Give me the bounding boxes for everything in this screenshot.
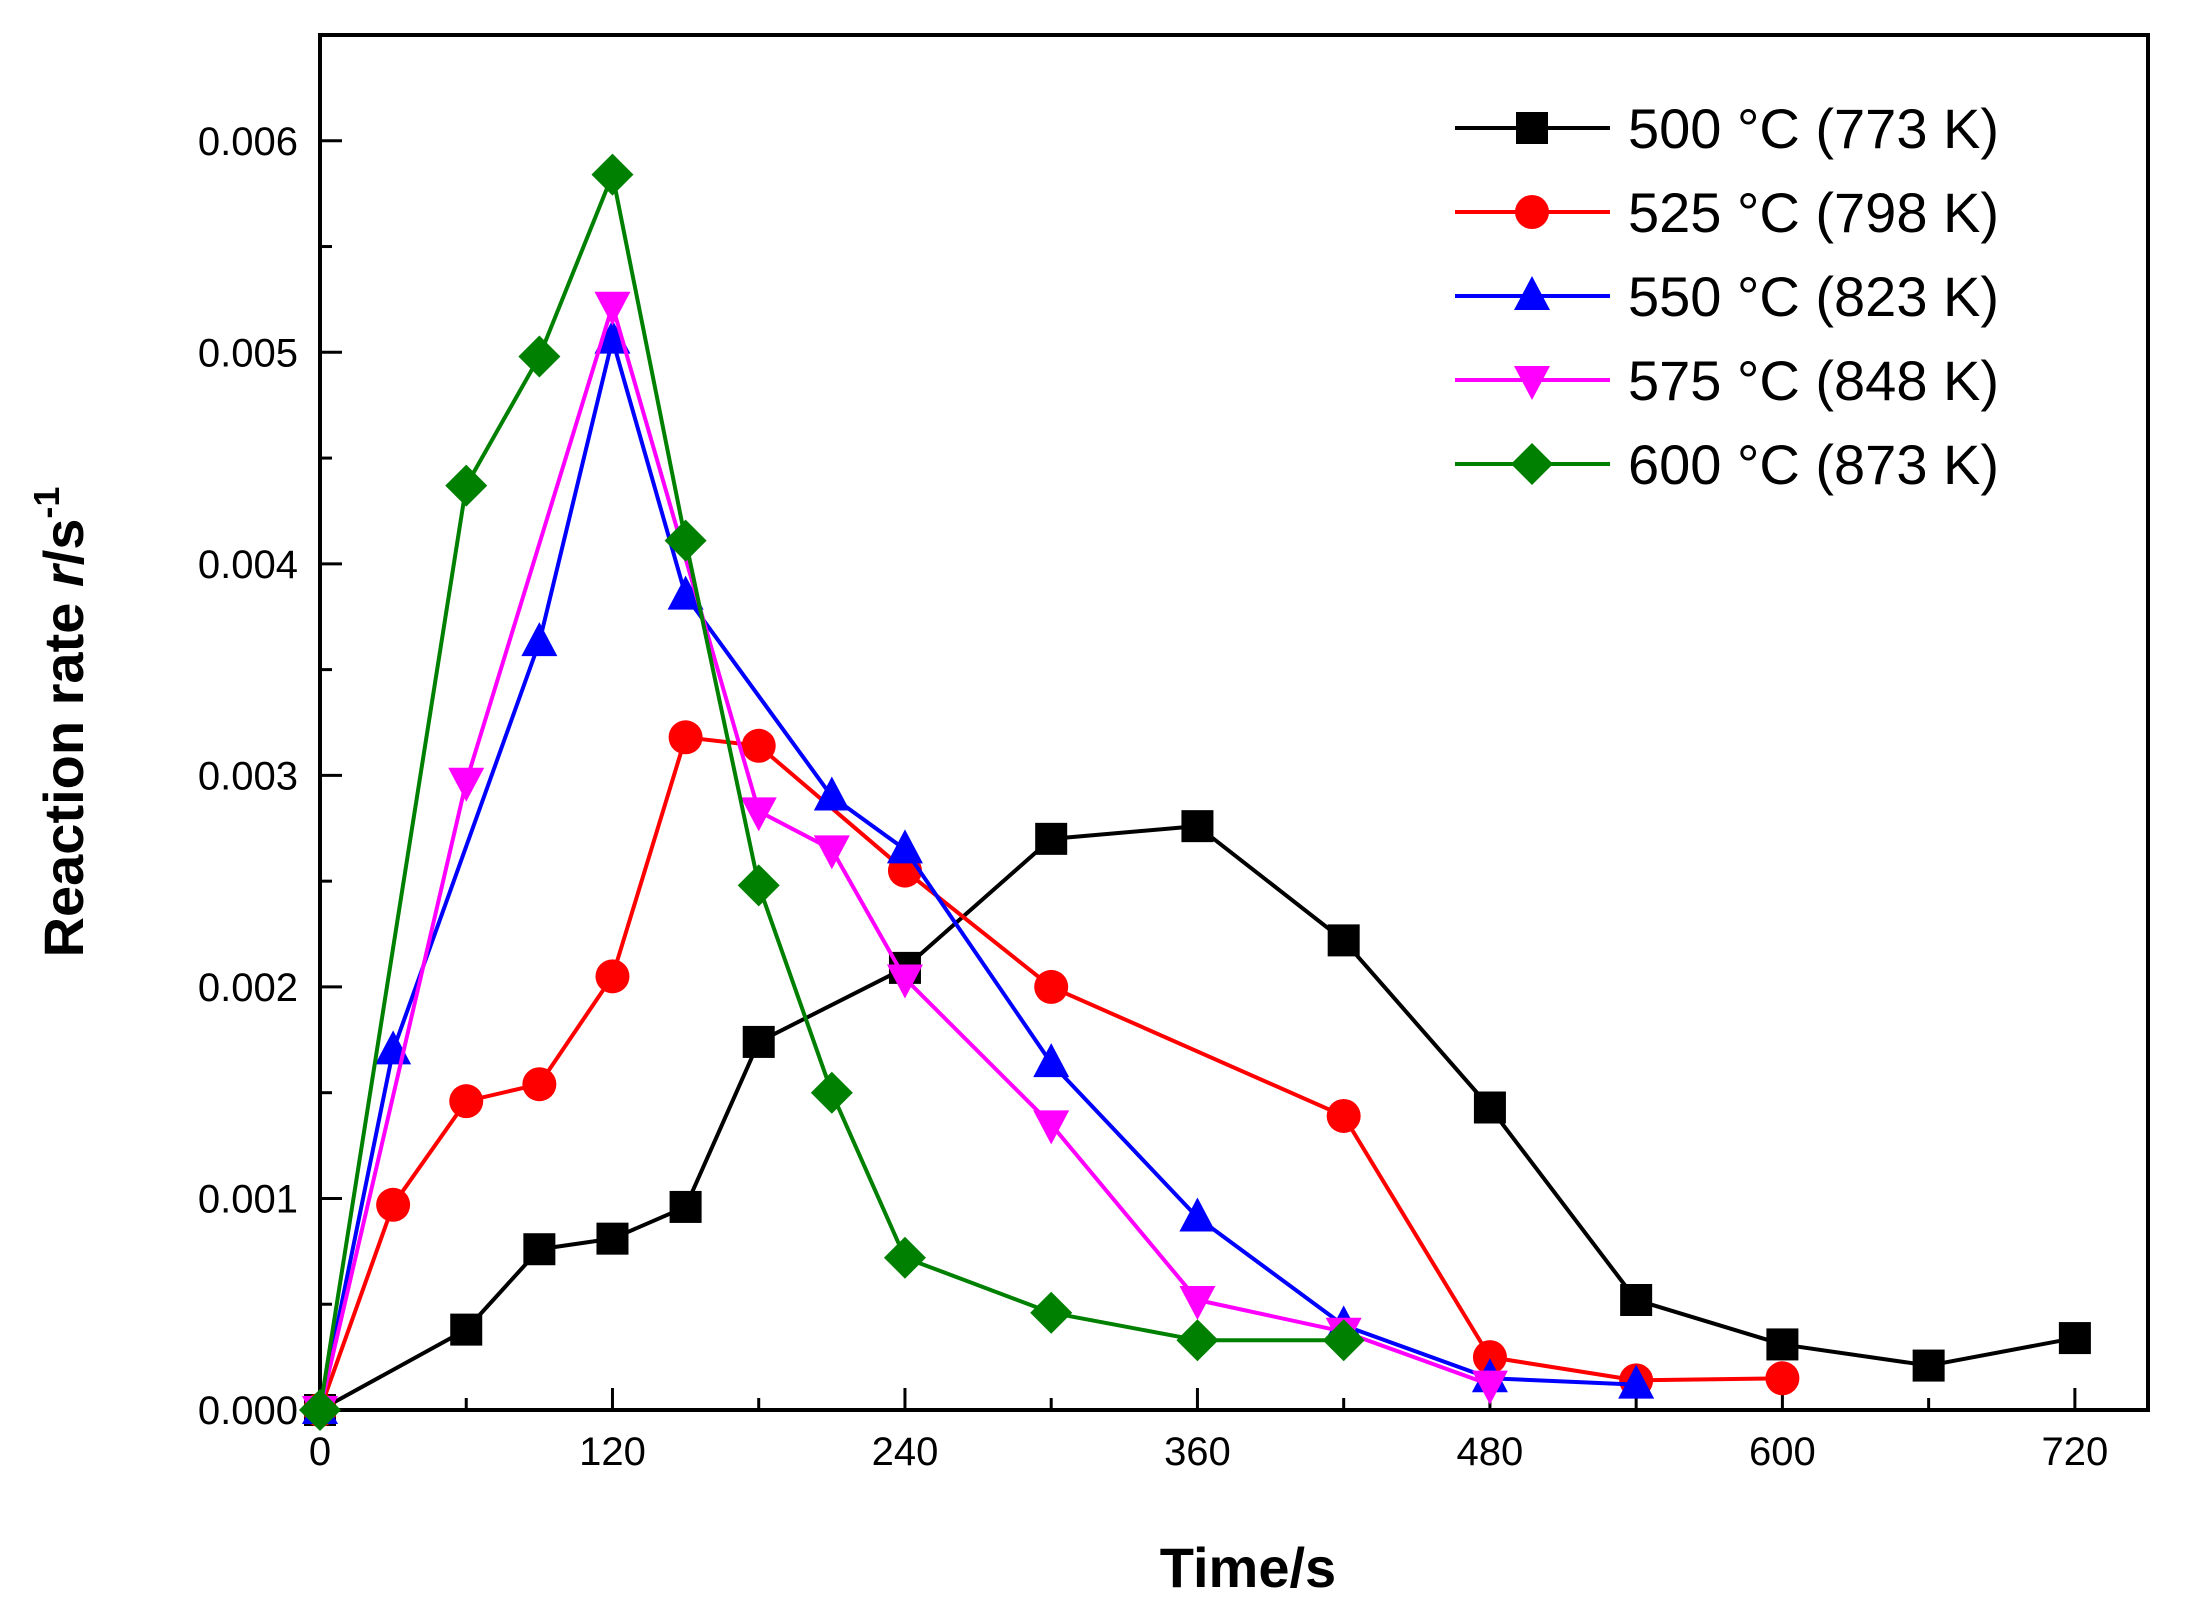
data-point [1327, 924, 1360, 957]
x-tick-label: 240 [872, 1430, 939, 1474]
data-point [1033, 1043, 1070, 1078]
data-point [1034, 969, 1069, 1004]
legend-label: 500 °C (773 K) [1628, 97, 1999, 160]
legend-item-5: 600 °C (873 K) [1455, 433, 1999, 496]
data-point [886, 829, 923, 864]
data-point [667, 575, 704, 610]
y-tick-label: 0.006 [198, 120, 298, 164]
legend-label: 575 °C (848 K) [1628, 349, 1999, 412]
data-point [740, 797, 777, 832]
data-point [1473, 1091, 1506, 1124]
data-point [669, 1190, 702, 1223]
x-tick-label: 120 [579, 1430, 646, 1474]
data-point [376, 1187, 411, 1222]
legend-label: 525 °C (798 K) [1628, 181, 1999, 244]
data-point [1912, 1349, 1945, 1382]
data-point [1618, 1364, 1655, 1399]
data-point [1472, 1340, 1507, 1375]
data-point [596, 1222, 629, 1255]
x-tick-label: 360 [1164, 1430, 1231, 1474]
data-point [1765, 1361, 1800, 1396]
y-tick-label: 0.002 [198, 966, 298, 1010]
data-point [448, 767, 485, 802]
data-point [883, 1236, 926, 1279]
data-point [1620, 1284, 1653, 1316]
x-tick-label: 720 [2042, 1430, 2109, 1474]
data-point [2058, 1322, 2091, 1355]
legend-label: 550 °C (823 K) [1628, 265, 1999, 328]
axis-ticks: 0 120 240 360 480 600 720 0.000 0.001 0.002 0.003 0… [198, 33, 2109, 1474]
x-tick-label: 0 [309, 1430, 331, 1474]
data-point [813, 776, 850, 811]
data-point [522, 1067, 557, 1102]
legend-marker [1514, 366, 1550, 400]
data-point [449, 1084, 484, 1119]
data-point [1181, 810, 1214, 843]
data-point [742, 1025, 775, 1058]
series-line [318, 337, 1637, 1411]
x-axis-title: Time/s [1160, 1536, 1336, 1599]
legend-item-4: 575 °C (848 K) [1455, 349, 1999, 412]
data-point [1033, 1110, 1070, 1145]
legend: 500 °C (773 K) 525 °C (798 K) 550 °C (823 … [1455, 97, 1999, 496]
data-point [1322, 1319, 1365, 1362]
y-tick-label: 0.000 [198, 1389, 298, 1433]
data-point [813, 835, 850, 870]
data-point [810, 1071, 853, 1114]
data-point [521, 622, 558, 657]
y-tick-label: 0.001 [198, 1177, 298, 1221]
data-point [1179, 1286, 1216, 1320]
data-point [741, 728, 776, 763]
data-point [450, 1313, 483, 1346]
data-point [664, 519, 707, 562]
series-3 [302, 319, 1655, 1424]
legend-marker [1515, 195, 1549, 229]
data-point [737, 864, 780, 907]
data-point [299, 1389, 341, 1431]
data-point [518, 335, 561, 378]
y-axis-title: Reaction rate r/s-1 [26, 487, 95, 958]
data-point [595, 959, 630, 994]
data-point [1030, 1291, 1073, 1334]
data-point [1326, 1098, 1361, 1133]
legend-label: 600 °C (873 K) [1628, 433, 1999, 496]
x-tick-label: 600 [1749, 1430, 1816, 1474]
y-axis-title-main: Reaction rate [32, 587, 95, 957]
data-point [523, 1233, 556, 1266]
data-point [594, 319, 631, 354]
plot-frame [318, 33, 2150, 1412]
x-tick-label: 480 [1457, 1430, 1524, 1474]
data-point [1176, 1319, 1219, 1362]
series-5 [299, 153, 1365, 1431]
y-tick-label: 0.005 [198, 331, 298, 375]
data-point [591, 153, 634, 196]
data-point [668, 720, 703, 755]
legend-marker [1514, 276, 1550, 310]
data-point [886, 964, 923, 999]
legend-marker [1511, 443, 1553, 485]
data-point [1471, 1370, 1508, 1405]
data-point [1179, 1197, 1216, 1232]
legend-item-1: 500 °C (773 K) [1455, 97, 1999, 160]
y-tick-label: 0.003 [198, 754, 298, 798]
legend-marker [1516, 112, 1548, 144]
data-point [1766, 1328, 1799, 1361]
legend-item-3: 550 °C (823 K) [1455, 265, 1999, 328]
data-point [1035, 822, 1068, 855]
series-1 [304, 810, 2091, 1426]
y-axis-title-unit: /s [32, 519, 95, 566]
legend-item-2: 525 °C (798 K) [1455, 181, 1999, 244]
series-layer [299, 153, 2091, 1431]
y-axis-title-exponent: -1 [26, 487, 67, 519]
y-axis-title-symbol: r [32, 562, 95, 587]
y-tick-label: 0.004 [198, 543, 298, 587]
data-point [445, 464, 488, 507]
data-point [594, 291, 631, 326]
series-line [318, 303, 1491, 1411]
